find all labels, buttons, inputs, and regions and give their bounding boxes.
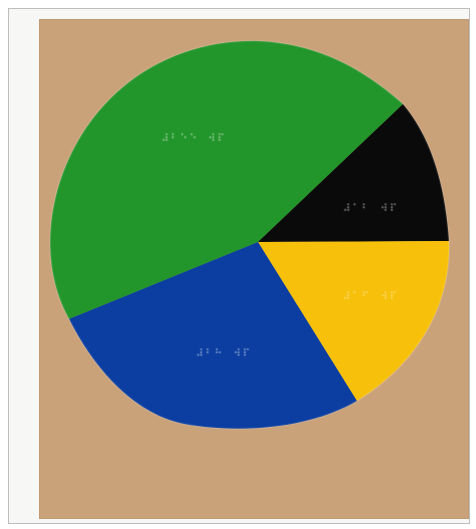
pie-slice-green (50, 40, 403, 319)
braille-label-blue: ⠼⠃⠓⠀⠺⠏ (196, 348, 252, 360)
cardboard-sheet: ⠼⠃⠑⠑⠀⠺⠏ ⠼⠁⠃⠀⠺⠏ ⠼⠁⠋⠀⠺⠏ ⠼⠃⠓⠀⠺⠏ (39, 19, 469, 519)
pie-slice-blue (69, 242, 357, 429)
braille-label-yellow: ⠼⠁⠋⠀⠺⠏ (343, 291, 399, 303)
pie-slice-yellow (258, 241, 450, 401)
braille-label-black: ⠼⠁⠃⠀⠺⠏ (343, 203, 399, 215)
pie-outline (49, 39, 451, 430)
pie-slice-black (258, 104, 449, 242)
photo-frame: ⠼⠃⠑⠑⠀⠺⠏ ⠼⠁⠃⠀⠺⠏ ⠼⠁⠋⠀⠺⠏ ⠼⠃⠓⠀⠺⠏ (8, 8, 470, 524)
braille-label-green: ⠼⠃⠑⠑⠀⠺⠏ (161, 133, 227, 145)
tactile-pie-chart (49, 39, 451, 430)
